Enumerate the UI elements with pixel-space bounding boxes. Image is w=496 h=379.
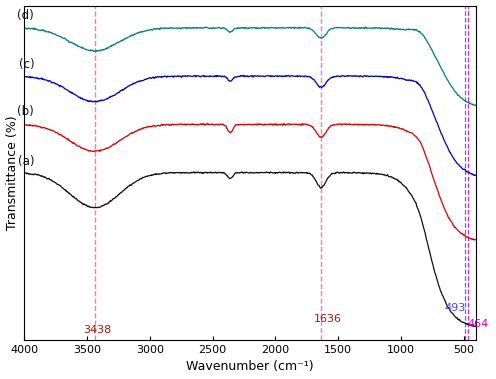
Text: (c): (c) — [18, 58, 34, 71]
Text: 493: 493 — [444, 303, 465, 313]
Y-axis label: Transmittance (%): Transmittance (%) — [5, 116, 18, 230]
Text: (d): (d) — [17, 9, 34, 22]
Text: (a): (a) — [18, 155, 34, 168]
X-axis label: Wavenumber (cm⁻¹): Wavenumber (cm⁻¹) — [186, 360, 314, 373]
Text: 464: 464 — [468, 319, 489, 329]
Text: 1636: 1636 — [313, 314, 341, 324]
Text: (b): (b) — [17, 105, 34, 118]
Text: 3438: 3438 — [83, 325, 111, 335]
